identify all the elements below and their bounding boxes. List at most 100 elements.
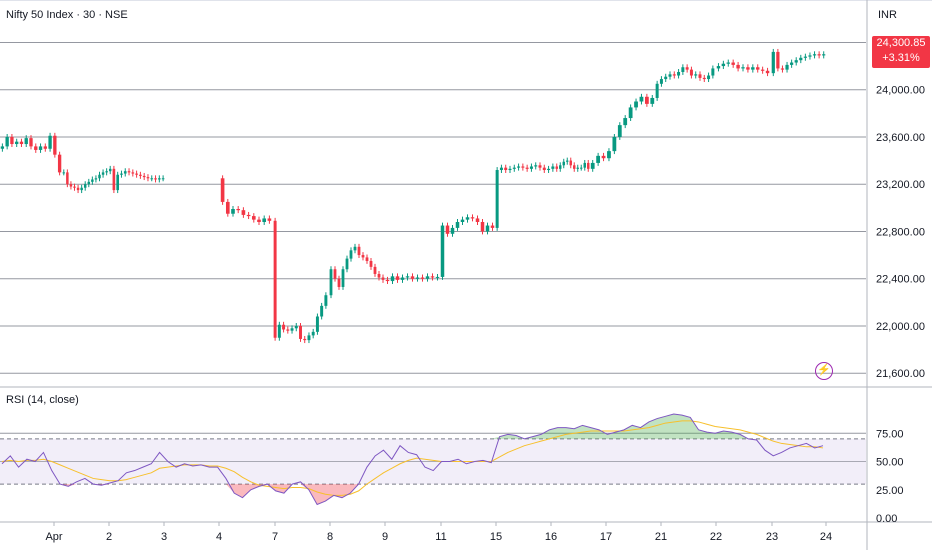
candle-body	[746, 67, 750, 70]
candle-body	[294, 325, 298, 329]
candle-body	[780, 68, 785, 70]
candle-body	[521, 166, 525, 168]
candle-body	[320, 305, 324, 317]
rsi-oversold-fill	[2, 484, 823, 505]
candle-body	[812, 54, 817, 56]
candle-body	[668, 74, 672, 77]
rsi-title: RSI (14, close)	[6, 394, 79, 406]
candle-body	[139, 174, 142, 176]
candle-body	[731, 62, 735, 65]
candle-body	[794, 60, 798, 63]
candle-body	[66, 172, 69, 185]
candle-body	[345, 258, 349, 270]
candle-body	[146, 177, 150, 179]
candle-body	[24, 138, 28, 145]
candle-body	[698, 74, 702, 78]
candle-body	[485, 225, 490, 232]
candle-body	[547, 168, 551, 171]
candle-body	[0, 146, 5, 149]
candle-body	[87, 181, 91, 185]
price-tick-label: 23,200.00	[876, 179, 925, 191]
time-tick-label: 16	[545, 531, 557, 543]
candle-body	[15, 141, 19, 145]
lightning-icon[interactable]: ⚡	[815, 362, 833, 380]
currency-label[interactable]: INR	[878, 9, 897, 21]
candle-body	[685, 67, 689, 70]
candle-body	[236, 209, 241, 211]
candle-body	[150, 178, 154, 180]
candle-body	[634, 101, 638, 108]
candle-body	[450, 227, 455, 234]
candle-body	[681, 67, 685, 72]
candle-body	[123, 171, 127, 174]
candle-body	[353, 246, 357, 251]
candle-body	[551, 166, 555, 169]
candle-body	[29, 138, 33, 147]
candle-body	[760, 69, 765, 71]
candle-body	[225, 201, 230, 214]
time-tick-label: 23	[766, 531, 778, 543]
time-tick-label: 8	[327, 531, 333, 543]
candle-body	[555, 166, 558, 169]
last-price-change: +3.31%	[882, 52, 920, 64]
candle-body	[142, 175, 146, 178]
candle-body	[400, 277, 405, 280]
candle-body	[480, 221, 485, 232]
candle-body	[10, 136, 14, 145]
candle-body	[73, 186, 76, 188]
candle-body	[410, 276, 415, 279]
time-tick-label: 15	[490, 531, 502, 543]
candle-body	[776, 51, 780, 69]
rsi-tick-label: 25.00	[876, 485, 904, 497]
candle-body	[756, 67, 760, 70]
candle-body	[101, 172, 105, 175]
candle-body	[273, 220, 277, 338]
candle-body	[251, 216, 256, 220]
candle-body	[329, 269, 333, 296]
candle-body	[534, 165, 538, 167]
candle-body	[390, 276, 395, 282]
candle-body	[333, 269, 337, 279]
candle-body	[702, 77, 706, 80]
candle-body	[803, 56, 807, 58]
candle-body	[455, 221, 460, 228]
candle-body	[377, 273, 381, 278]
candle-body	[689, 69, 693, 76]
candle-body	[538, 165, 542, 168]
candle-body	[62, 172, 66, 174]
last-price-value: 24,300.85	[876, 37, 926, 49]
candle-body	[808, 55, 812, 57]
candle-body	[127, 171, 131, 173]
candle-body	[573, 165, 576, 169]
candle-body	[231, 209, 235, 214]
candle-body	[711, 68, 715, 76]
candle-body	[751, 67, 755, 70]
candle-body	[559, 165, 562, 169]
candle-body	[771, 51, 775, 74]
candle-body	[623, 118, 628, 126]
candle-body	[98, 174, 101, 179]
candle-body	[277, 324, 281, 338]
candle-body	[286, 329, 290, 331]
candle-body	[799, 57, 803, 61]
candle-body	[790, 62, 794, 65]
candle-body	[525, 167, 529, 169]
candle-body	[617, 125, 622, 137]
rsi-tick-label: 75.00	[876, 428, 904, 440]
candle-body	[315, 316, 319, 332]
candle-body	[220, 178, 225, 202]
candle-body	[369, 260, 373, 267]
candle-body	[290, 328, 294, 331]
candle-body	[43, 146, 47, 149]
candle-body	[612, 136, 617, 152]
candle-body	[677, 71, 681, 76]
rsi-tick-label: 0.00	[876, 513, 897, 525]
price-tick-label: 22,400.00	[876, 274, 925, 286]
candle-body	[108, 168, 112, 172]
candle-body	[135, 173, 138, 175]
candle-body	[357, 246, 361, 256]
candle-body	[57, 154, 62, 173]
candle-body	[601, 155, 606, 159]
candle-body	[655, 83, 659, 98]
